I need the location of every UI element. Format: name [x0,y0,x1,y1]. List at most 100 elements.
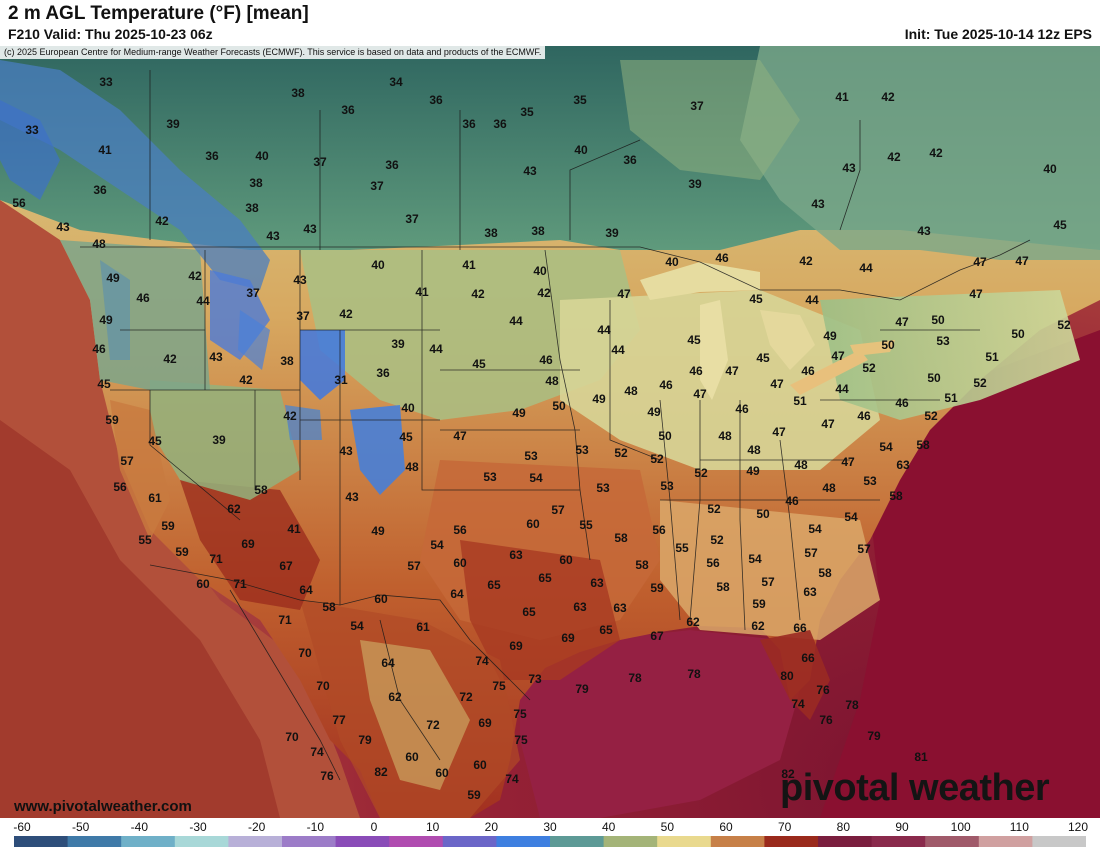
lake-superior [640,262,760,300]
state-line-26 [569,139,641,240]
temperature-value: 46 [735,402,749,416]
us-mexico-border [149,564,531,701]
temperature-value: 42 [239,373,253,387]
temperature-value: 48 [822,481,836,495]
temperature-value: 36 [429,93,443,107]
temperature-value: 71 [233,577,247,591]
temperature-value: 67 [650,629,664,643]
pacific-northwest [60,240,210,390]
map-header: 2 m AGL Temperature (°F) [mean] F210 Val… [0,0,1100,46]
temperature-value: 36 [462,117,476,131]
temperature-value: 63 [613,601,627,615]
temperature-value: 44 [859,261,873,275]
color-scale-tick: 30 [543,820,557,834]
site-url[interactable]: www.pivotalweather.com [14,798,192,815]
temperature-value: 48 [405,460,419,474]
temperature-value: 77 [332,713,346,727]
temperature-value: 45 [687,333,701,347]
temperature-value: 47 [693,387,707,401]
temperature-value: 60 [526,517,540,531]
temperature-value: 57 [761,575,775,589]
temperature-value: 43 [293,273,307,287]
temperature-value: 52 [694,466,708,480]
temperature-value: 45 [1053,218,1067,232]
temperature-value: 64 [381,656,395,670]
temperature-value: 46 [895,396,909,410]
mexico-plateau [360,640,470,790]
temperature-value: 57 [120,454,134,468]
temperature-value: 58 [889,489,903,503]
temperature-value: 47 [969,287,983,301]
color-scale: -60 -50 -40 -30 -20 -10 0 10 20 30 40 50 60 70 80 90 100… [0,818,1100,850]
temperature-value: 71 [209,552,223,566]
temperature-value: 58 [254,483,268,497]
color-scale-swatch [67,836,122,847]
init-time: Init: Tue 2025-10-14 12z EPS [904,26,1092,42]
temperature-value: 41 [415,285,429,299]
temperature-map[interactable]: 33 38 34 36 36 35 35 37 41 42 33 39 36 36 40 36 41 36 40 37… [0,46,1100,818]
temperature-value: 45 [472,357,486,371]
bc-coast-cold [0,100,60,200]
temperature-value: 44 [429,342,443,356]
temperature-value: 40 [371,258,385,272]
temperature-value: 52 [707,502,721,516]
temperature-value: 76 [320,769,334,783]
temperature-value: 37 [405,212,419,226]
temperature-value: 44 [509,314,523,328]
temperature-value: 56 [453,523,467,537]
temperature-value: 41 [287,522,301,536]
temperature-value: 59 [161,519,175,533]
temperature-value: 46 [136,291,150,305]
gulf-of-mexico [520,630,800,818]
temperature-value: 42 [155,214,169,228]
color-scale-swatch [335,836,390,847]
temperature-value: 55 [675,541,689,555]
great-basin [150,380,300,500]
temperature-value: 45 [97,377,111,391]
state-line-28 [839,120,861,231]
color-scale-swatch [657,836,712,847]
temperature-value: 64 [450,587,464,601]
temperature-value: 39 [166,117,180,131]
temperature-value: 66 [793,621,807,635]
temperature-value: 46 [715,251,729,265]
temperature-value: 53 [936,334,950,348]
temperature-value: 72 [426,718,440,732]
temperature-value: 67 [279,559,293,573]
temperature-value: 55 [138,533,152,547]
temperature-value: 58 [716,580,730,594]
color-scale-swatch [121,836,176,847]
temperature-value: 37 [246,286,260,300]
florida [760,630,830,720]
color-scale-swatch [710,836,765,847]
temperature-value: 38 [249,176,263,190]
color-scale-tick: 60 [719,820,733,834]
temperature-value: 47 [772,425,786,439]
temperature-value: 61 [148,491,162,505]
temperature-value: 47 [617,287,631,301]
temperature-value: 47 [831,349,845,363]
temperature-value: 38 [484,226,498,240]
temperature-value: 47 [973,255,987,269]
temperature-value: 79 [867,729,881,743]
temperature-value: 43 [842,161,856,175]
color-scale-swatch [442,836,497,847]
baja-outline [229,589,341,781]
temperature-value: 49 [746,464,760,478]
temperature-value: 60 [196,577,210,591]
temperature-value: 60 [473,758,487,772]
temperature-value: 56 [652,523,666,537]
cascades-cold [100,260,130,360]
wyoming-cold [300,330,345,400]
temperature-value: 54 [844,510,858,524]
temperature-value: 62 [686,615,700,629]
temperature-value: 47 [1015,254,1029,268]
map-title: 2 m AGL Temperature (°F) [mean] [8,3,309,24]
temperature-value: 36 [93,183,107,197]
temperature-value: 63 [590,576,604,590]
temperature-value: 49 [99,313,113,327]
temperature-value: 36 [341,103,355,117]
temperature-value: 76 [819,713,833,727]
hudson-region [620,60,800,180]
temperature-value: 61 [416,620,430,634]
